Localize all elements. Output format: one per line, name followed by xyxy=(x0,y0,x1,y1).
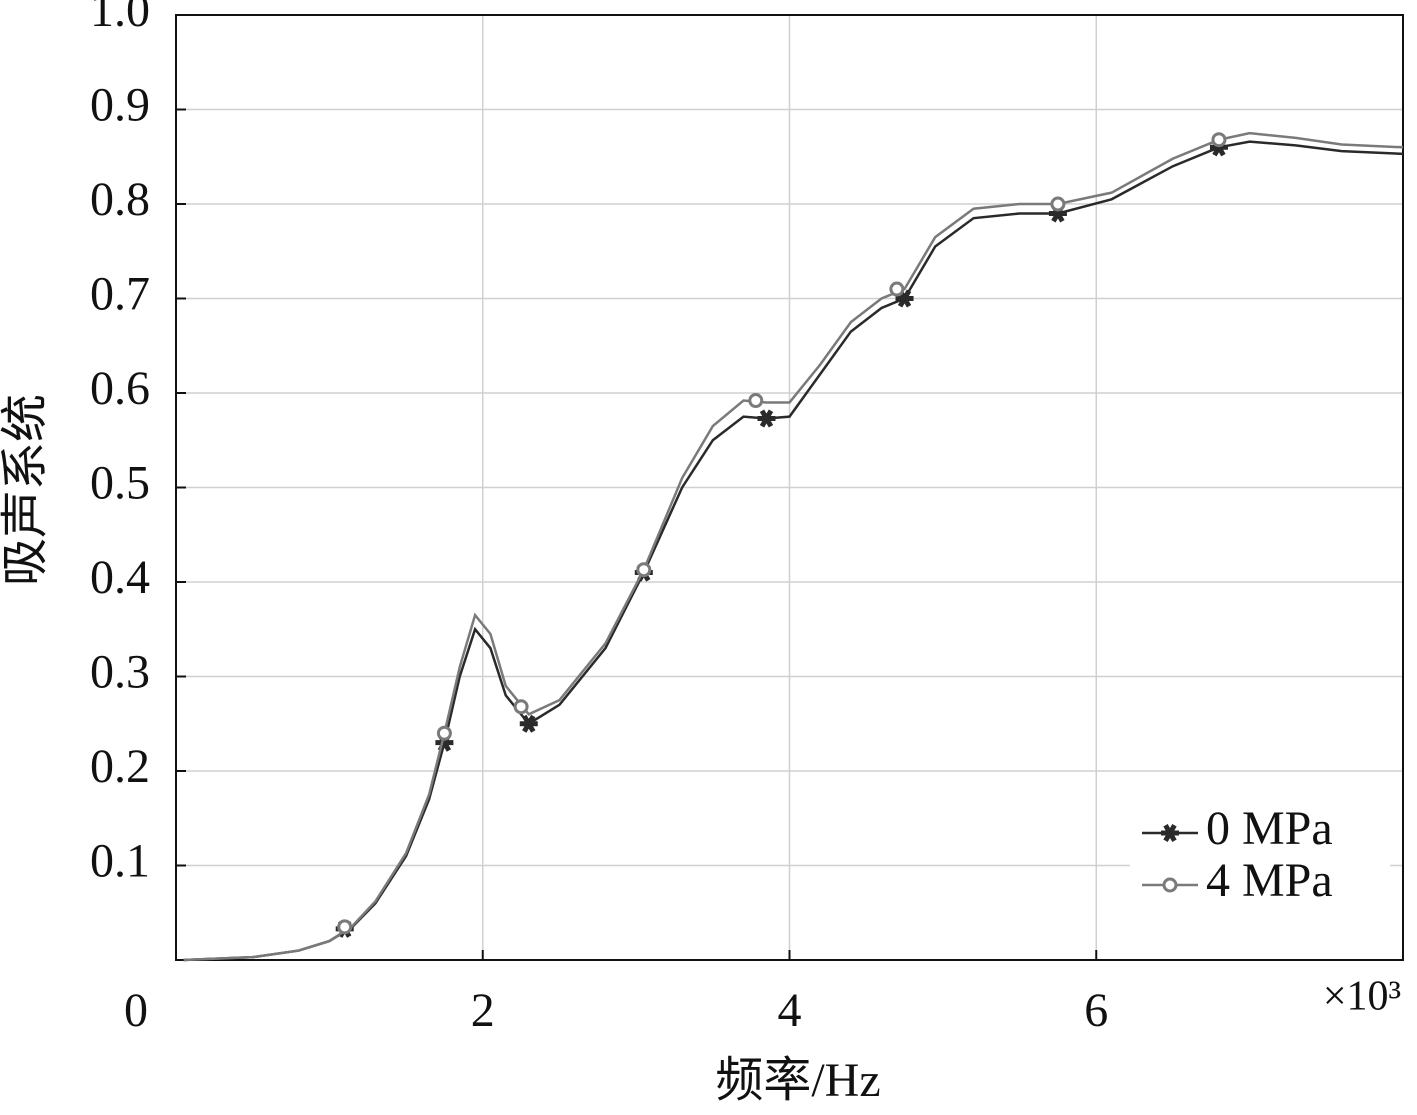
marker xyxy=(337,919,353,935)
line xyxy=(183,140,1404,962)
y-tick-label: 0.2 xyxy=(90,740,150,793)
y-axis-label: 吸声系统 xyxy=(0,394,52,586)
legend-marker xyxy=(1161,823,1179,843)
marker xyxy=(436,725,452,741)
x-multiplier: ×10³ xyxy=(1323,974,1401,1020)
marker xyxy=(519,714,538,733)
y-tick-label: 0.4 xyxy=(90,551,150,604)
y-tick-label: 0.7 xyxy=(90,268,150,321)
legend-label: 0 MPa xyxy=(1206,802,1333,855)
y-tick-label: 0.6 xyxy=(90,362,150,415)
marker xyxy=(513,699,529,715)
x-tick-label: 4 xyxy=(778,984,802,1037)
legend-label: 4 MPa xyxy=(1206,854,1333,907)
line xyxy=(183,131,1404,962)
y-tick-label: 0.1 xyxy=(90,835,150,888)
marker xyxy=(1211,132,1227,148)
y-tick-label: 1.0 xyxy=(90,0,150,37)
marker xyxy=(1050,196,1066,212)
y-tick-label: 0.5 xyxy=(90,457,150,510)
x-tick-label: 2 xyxy=(471,984,495,1037)
plot-frame xyxy=(175,14,1404,961)
marker xyxy=(889,281,905,297)
y-tick-label: 0.9 xyxy=(90,79,150,132)
marker xyxy=(757,409,776,428)
y-tick-label: 0.8 xyxy=(90,173,150,226)
marker xyxy=(636,562,652,578)
marker xyxy=(748,393,764,409)
x-tick-label: 6 xyxy=(1084,984,1108,1037)
y-tick-label: 0.3 xyxy=(90,646,150,699)
x-axis-label: 频率/Hz xyxy=(715,1054,880,1107)
legend-marker xyxy=(1162,877,1178,893)
x-tick-label: 0 xyxy=(124,984,148,1037)
